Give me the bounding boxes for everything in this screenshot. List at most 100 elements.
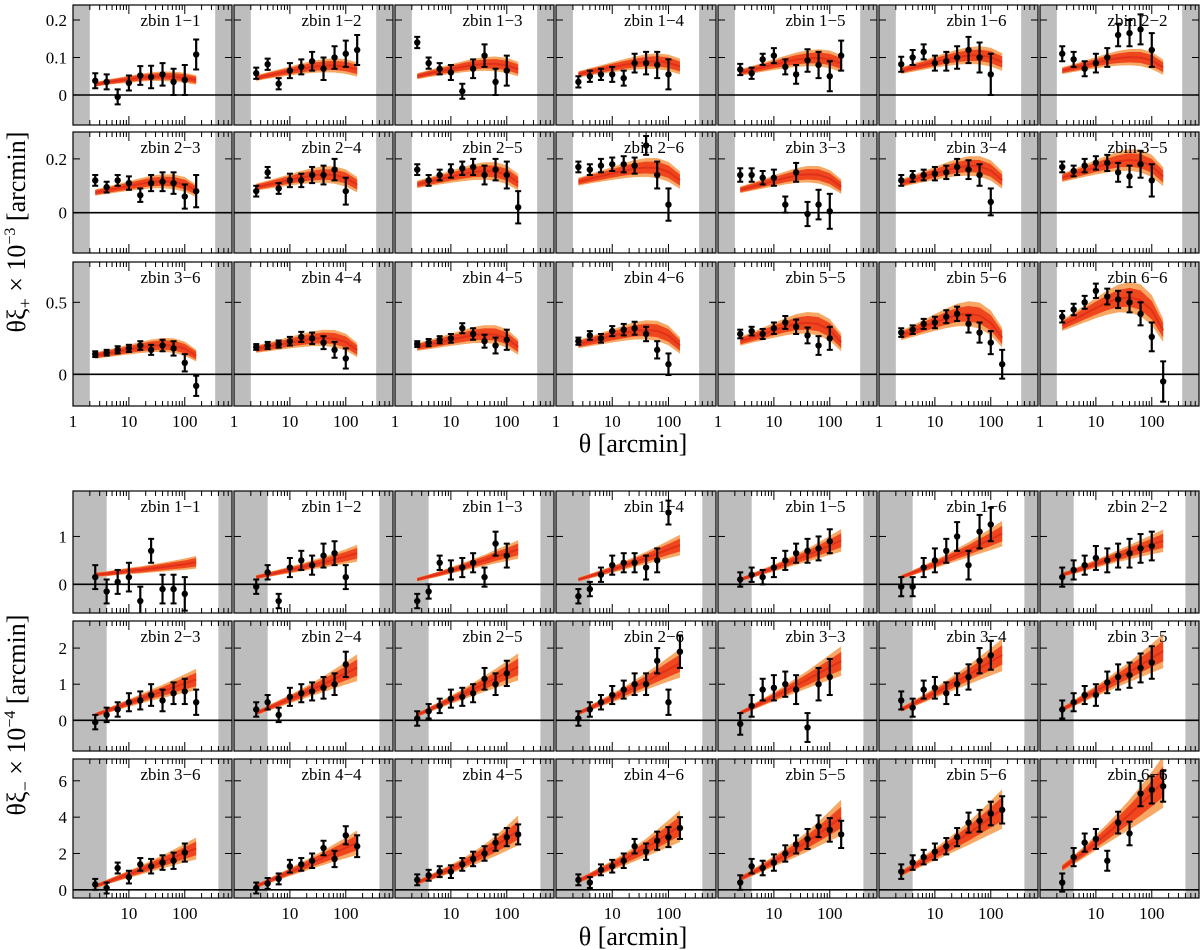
panel-frame (878, 620, 1039, 752)
data-point (253, 187, 260, 195)
panel-zbin-3-6: 0 0.5 zbin 3−6 1 10 100 (46, 261, 233, 431)
data-point (597, 866, 605, 874)
data-point (286, 67, 294, 74)
theory-curve (1061, 650, 1164, 711)
data-point (631, 59, 638, 67)
data-point (642, 330, 650, 338)
masked-scale-region (556, 5, 573, 125)
x-tick-label: 100 (494, 904, 520, 923)
data-point (137, 861, 144, 868)
panel-frame (72, 4, 233, 126)
masked-scale-region (860, 262, 877, 406)
panel-frame (1039, 620, 1200, 752)
data-point (920, 171, 927, 179)
data-point (748, 70, 755, 77)
data-point (1137, 310, 1144, 318)
data-point (308, 688, 316, 695)
panel-zbin-1-1: 0 0.1 0.2 zbin 1−1 (46, 4, 233, 126)
masked-scale-region (1182, 5, 1199, 125)
data-point (436, 65, 443, 72)
y-tick-label: 2 (59, 844, 68, 863)
data-point (1148, 333, 1155, 341)
masked-scale-region (718, 262, 735, 406)
panel-label: zbin 4−5 (462, 765, 522, 784)
data-point (286, 564, 294, 571)
data-point (137, 697, 144, 704)
masked-scale-region (879, 621, 913, 751)
data-point (481, 850, 488, 857)
panel-frame (233, 490, 394, 614)
data-point (275, 597, 282, 605)
x-tick-label: 10 (604, 904, 621, 923)
x-tick-label: 100 (333, 412, 359, 431)
data-point (665, 833, 672, 841)
data-point (1092, 59, 1100, 67)
data-point (737, 66, 744, 73)
data-point (192, 51, 200, 58)
data-point (492, 540, 499, 547)
data-point (653, 657, 661, 664)
data-point (1104, 293, 1111, 300)
data-point (436, 336, 443, 343)
theory-curve (1062, 56, 1164, 72)
panel-label: zbin 5−6 (946, 268, 1006, 287)
panel-frame (394, 4, 555, 126)
data-point (759, 56, 766, 63)
data-point (770, 564, 778, 571)
panel-frame (717, 620, 878, 752)
data-point (597, 571, 605, 578)
panel-frame (233, 261, 394, 407)
panel-label: zbin 6−6 (1107, 765, 1167, 784)
data-point (953, 54, 961, 61)
data-point (987, 71, 994, 78)
data-point (575, 78, 582, 86)
data-point (815, 545, 822, 552)
data-point (1126, 549, 1133, 557)
data-point (737, 171, 744, 179)
data-point (298, 63, 305, 71)
data-point (114, 706, 121, 713)
panel-zbin-4-5: zbin 4−5 1 10 100 (391, 261, 555, 431)
data-point (1092, 554, 1100, 562)
data-point (586, 332, 594, 339)
data-point (459, 165, 466, 172)
data-point (447, 868, 455, 875)
theory-band-outer (901, 638, 1003, 712)
data-point (264, 699, 271, 706)
panel-label: zbin 2−5 (462, 627, 522, 646)
y-tick-label: 0.1 (46, 49, 67, 68)
data-point (414, 876, 421, 884)
data-point (159, 71, 166, 78)
data-point (1126, 671, 1133, 679)
data-point (943, 690, 950, 697)
data-point (1059, 879, 1066, 886)
panel-frame (878, 131, 1039, 254)
data-point (931, 684, 939, 692)
panel-zbin-1-4: zbin 1−4 (555, 4, 717, 126)
data-point (298, 690, 305, 697)
theory-band-outer (740, 528, 842, 582)
x-tick-label: 1 (714, 412, 723, 431)
masked-scale-region (1021, 262, 1038, 406)
panel-zbin-3-4: zbin 3−4 (878, 620, 1039, 752)
data-point (320, 65, 327, 72)
x-tick-label: 10 (926, 904, 943, 923)
panel-zbin-2-5: zbin 2−5 (394, 620, 555, 752)
panel-label: zbin 3−4 (946, 627, 1007, 646)
data-point (103, 588, 110, 595)
data-point (503, 67, 510, 74)
masked-scale-region (73, 5, 90, 125)
masked-scale-region (395, 262, 412, 406)
data-point (770, 325, 778, 332)
data-point (609, 691, 616, 699)
theory-band-inner (256, 659, 358, 715)
theory-curve (95, 561, 197, 576)
panel-frame (555, 4, 717, 126)
data-point (192, 699, 200, 706)
panel-label: zbin 1−6 (946, 497, 1006, 516)
panel-zbin-1-4: zbin 1−4 (555, 490, 717, 614)
data-point (481, 573, 488, 581)
data-point (469, 65, 477, 72)
x-tick-label: 10 (765, 904, 782, 923)
data-point (665, 361, 672, 368)
